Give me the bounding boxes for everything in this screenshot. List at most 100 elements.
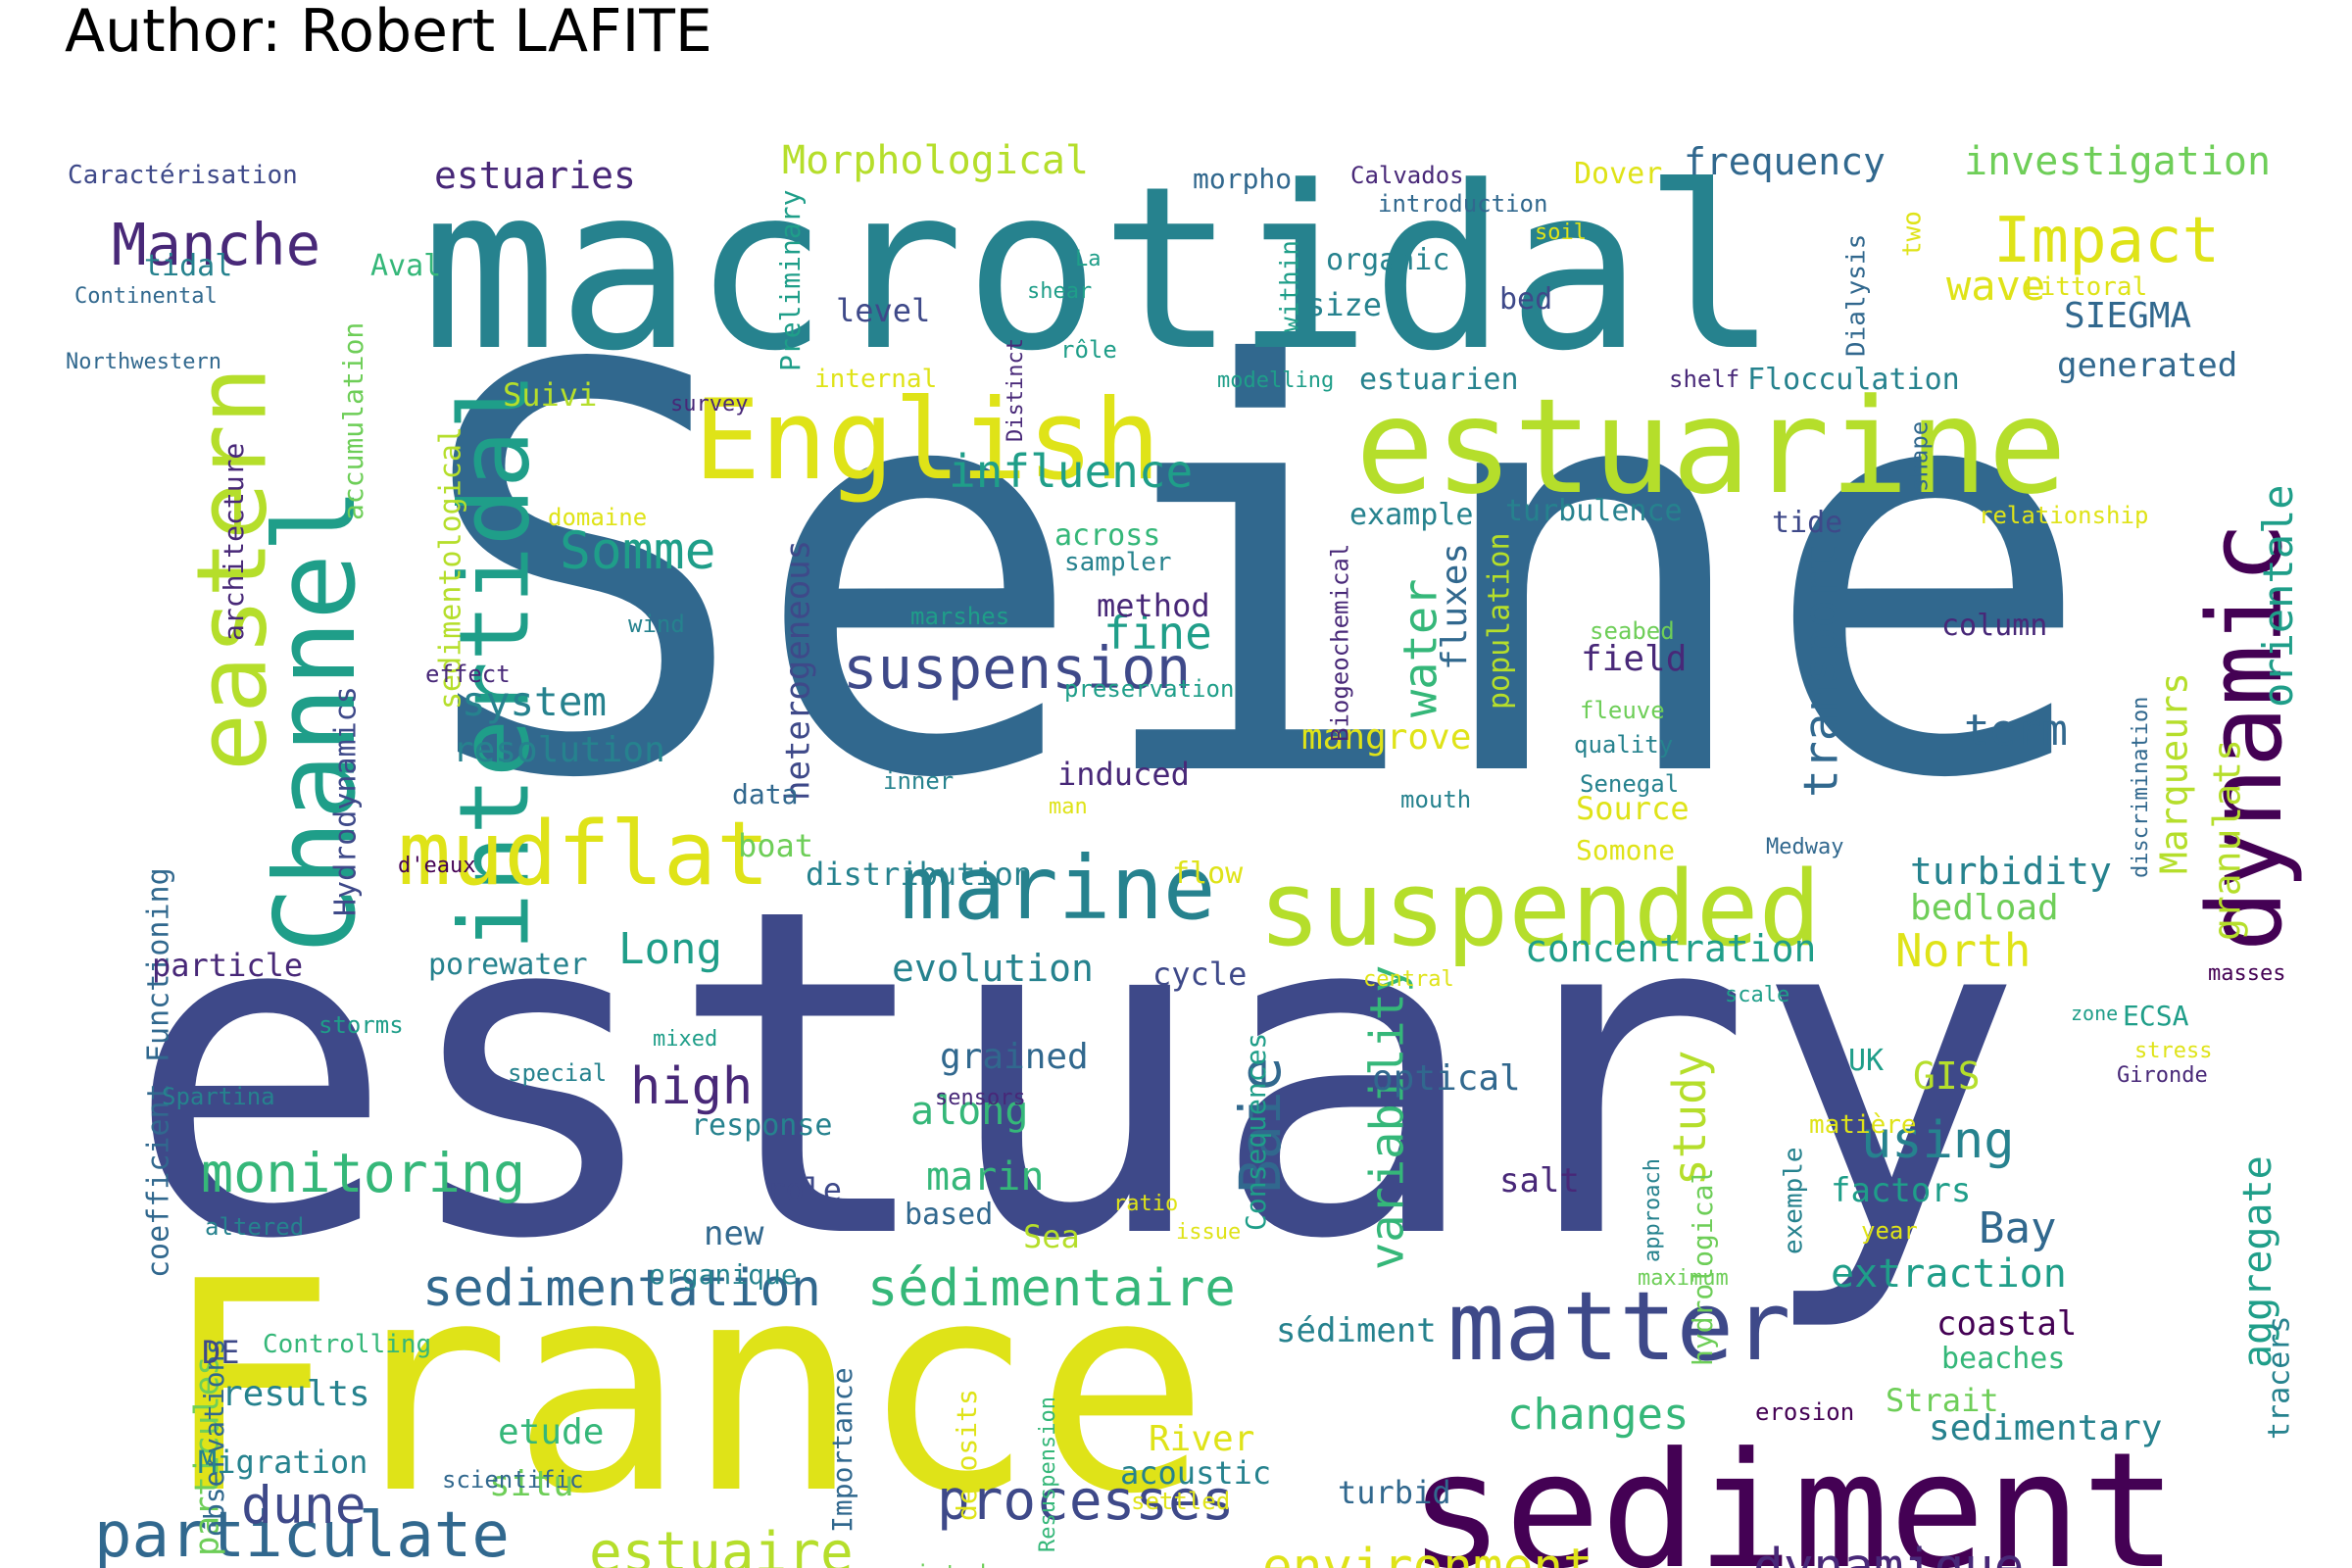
word-maximum: maximum <box>1638 1266 1729 1291</box>
word-along: along <box>910 1089 1028 1134</box>
word-d-eaux: d'eaux <box>398 854 475 878</box>
word-cycle: cycle <box>1152 956 1247 993</box>
word-fluxes: fluxes <box>1435 543 1475 670</box>
word-marine: marine <box>901 837 1216 939</box>
word-somme: Somme <box>560 521 716 581</box>
word-sedimentary: sedimentary <box>1929 1408 2162 1448</box>
word-architecture: architecture <box>218 443 250 641</box>
word-channel: Channel <box>251 487 380 954</box>
word-manche: Manche <box>112 211 320 278</box>
word-bay: Bay <box>1979 1203 2056 1253</box>
word-etude: etude <box>498 1412 604 1452</box>
word-marshes: marshes <box>910 603 1009 630</box>
word-siegma: SIEGMA <box>2064 296 2191 336</box>
word-stress: stress <box>2134 1039 2212 1063</box>
word-uk: UK <box>1848 1044 1884 1078</box>
word-effect: effect <box>425 661 511 688</box>
word-english: English <box>694 375 1160 505</box>
word-hydrodynamics: Hydrodynamics <box>328 686 363 916</box>
word-processes: processes <box>937 1469 1234 1533</box>
word-sediment: sediment <box>1408 1419 2178 1568</box>
word-river: River <box>1149 1419 1254 1459</box>
word-level: level <box>836 292 930 329</box>
word-tidal: tidal <box>144 249 232 283</box>
word-population: population <box>1482 532 1516 710</box>
word-example: example <box>1349 498 1473 532</box>
word-marin: marin <box>926 1154 1044 1200</box>
word-using: using <box>1861 1111 2015 1170</box>
word-situ: situ <box>489 1464 574 1504</box>
word-turbid: turbid <box>1338 1474 1451 1511</box>
word-inner: inner <box>883 767 954 795</box>
word-baie: Baie <box>1227 1056 1294 1194</box>
word-biogeochemical: Biogeochemical <box>1327 544 1354 742</box>
word-data: data <box>732 778 798 810</box>
word-exemple: exemple <box>1779 1147 1808 1254</box>
word-somone: Somone <box>1576 834 1675 866</box>
word-la: La <box>1075 247 1102 271</box>
word-variability: variability <box>1361 965 1415 1270</box>
word-acoustic: acoustic <box>1120 1454 1271 1492</box>
word-sensors: sensors <box>935 1086 1026 1110</box>
word-survey: survey <box>670 392 748 416</box>
word-de: DE <box>202 1334 240 1371</box>
word-granulats: granulats <box>2206 739 2249 941</box>
word-sedimentaire: sédimentaire <box>867 1259 1236 1318</box>
word-wind: wind <box>628 611 685 638</box>
word-sedimentological: sedimentological <box>433 426 467 710</box>
word-evolution: evolution <box>892 947 1094 990</box>
word-bed: bed <box>1499 282 1552 317</box>
word-long: Long <box>618 924 722 974</box>
word-bedload: bedload <box>1910 888 2059 928</box>
word-strait: Strait <box>1886 1382 1999 1419</box>
word-morphological: Morphological <box>782 138 1089 183</box>
word-term: term <box>1964 706 2068 756</box>
word-northwestern: Northwestern <box>66 350 221 374</box>
word-sea: Sea <box>1023 1218 1080 1255</box>
word-intertidal: intertidal <box>439 372 551 951</box>
word-littoral: Littoral <box>2025 272 2147 302</box>
word-relationship: relationship <box>1979 502 2148 529</box>
word-mixed: mixed <box>653 1027 717 1052</box>
word-calvados: Calvados <box>1350 162 1464 189</box>
word-estuarien: estuarien <box>1359 363 1519 397</box>
word-settled: settled <box>1131 1488 1230 1515</box>
word-dover: Dover <box>1574 157 1662 191</box>
word-seine: Seine <box>415 251 2096 901</box>
word-aggregate: aggregate <box>2235 1155 2280 1368</box>
word-grained: grained <box>940 1037 1089 1077</box>
word-erosion: erosion <box>1755 1398 1854 1426</box>
word-source: Source <box>1576 790 1690 827</box>
word-coefficient: coefficient <box>141 1083 175 1278</box>
word-observations: observations <box>198 1339 230 1537</box>
word-shelf: shelf <box>1669 366 1740 393</box>
word-special: special <box>508 1059 607 1087</box>
word-deposits: deposits <box>951 1389 983 1521</box>
word-wave: wave <box>1946 262 2045 310</box>
word-suspension: suspension <box>843 634 1191 702</box>
word-study: study <box>1663 1051 1716 1186</box>
word-macrotidal: macrotidal <box>421 139 1779 401</box>
word-coastal: coastal <box>1936 1304 2077 1344</box>
word-man: man <box>1049 795 1088 819</box>
word-generated: generated <box>2057 346 2237 385</box>
word-continental: Continental <box>74 284 218 309</box>
word-sampler: sampler <box>1064 548 1172 577</box>
word-water: water <box>1395 579 1448 717</box>
word-salt: salt <box>1499 1161 1580 1200</box>
word-factors: factors <box>1831 1171 1971 1210</box>
word-resolution: resolution <box>453 730 665 770</box>
word-mangrove: mangrove <box>1301 717 1471 758</box>
word-distinct: Distinct <box>1004 338 1028 442</box>
word-quality: quality <box>1574 731 1673 759</box>
word-response: response <box>691 1108 833 1143</box>
word-particules: particules <box>188 1355 227 1556</box>
word-estuaire: estuaire <box>589 1521 854 1568</box>
word-organique: organique <box>649 1258 798 1291</box>
word-cloud-panel: Seine estuary France macrotidal estuarine Eng… <box>65 82 2327 1568</box>
word-migration: Migration <box>198 1444 368 1481</box>
word-changes: changes <box>1507 1390 1689 1440</box>
word-storms: storms <box>318 1011 404 1039</box>
word-altered: altered <box>205 1213 304 1241</box>
word-approach: approach <box>1641 1158 1665 1262</box>
